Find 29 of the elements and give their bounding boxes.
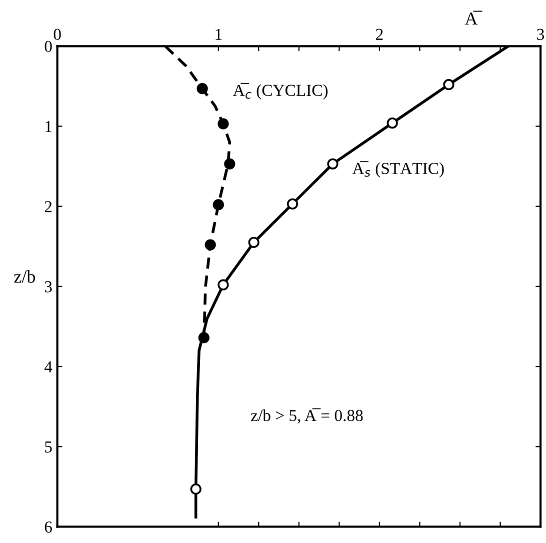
series-label: A̅$_{s}$ (STATIC) <box>352 161 444 178</box>
x-tick-label: 0 <box>54 28 61 40</box>
point <box>196 83 208 94</box>
point <box>204 239 216 250</box>
point <box>218 118 229 130</box>
point <box>224 158 236 170</box>
point <box>248 236 260 248</box>
x-axis-title: A̅ <box>464 10 482 25</box>
x-tick-label: 2 <box>376 28 383 40</box>
y-tick-label: 4 <box>44 361 52 372</box>
x-tick-label: 1 <box>216 28 222 40</box>
point <box>190 484 202 495</box>
y-axis-title: z/b <box>14 270 36 283</box>
y-tick-label: 1 <box>46 121 52 132</box>
series-label: A̅$_{c}$ (CYCLIC) <box>233 83 328 100</box>
point <box>327 158 338 170</box>
y-tick-label: 2 <box>44 201 52 212</box>
point <box>212 199 224 210</box>
y-tick-label: 6 <box>44 521 52 533</box>
y-tick-label: 0 <box>44 40 52 52</box>
annotation: z/b > 5, A̅ = 0.88 <box>251 408 363 424</box>
point <box>198 332 210 344</box>
x-tick-label: 3 <box>537 28 544 40</box>
point <box>286 198 298 210</box>
point <box>443 79 454 90</box>
y-tick-label: 5 <box>45 441 52 453</box>
point <box>386 117 398 129</box>
point <box>218 279 229 290</box>
y-tick-label: 3 <box>44 281 52 292</box>
